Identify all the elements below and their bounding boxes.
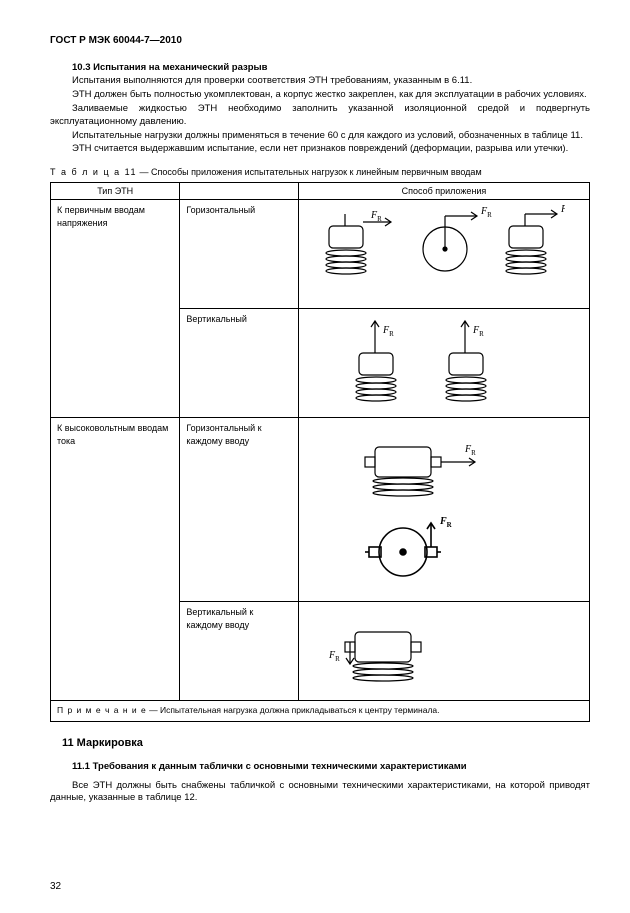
paragraph: Все ЭТН должны быть снабжены табличкой с… [50,780,590,806]
paragraph: Заливаемые жидкостью ЭТН необходимо запо… [50,103,590,129]
diagram-vertical-current: FR [305,606,465,691]
th-type: Тип ЭТН [51,183,180,200]
table-note: П р и м е ч а н и е — Испытательная нагр… [51,701,590,721]
cell-method: Горизонтальный [180,200,299,309]
caption-spaced: Т а б л и ц а 11 [50,167,137,177]
paragraph: Испытательные нагрузки должны применятьс… [50,130,590,143]
svg-text:FR: FR [439,516,453,529]
table-11-caption: Т а б л и ц а 11 — Способы приложения ис… [50,166,590,178]
page-number: 32 [50,880,61,894]
cell-type: К первичным вводам напряжения [51,200,180,418]
cell-method: Вертикальный к каждому вводу [180,602,299,701]
svg-text:FR: FR [370,210,382,223]
caption-rest: — Способы приложения испытательных нагру… [137,167,482,177]
cell-method: Горизонтальный к каждому вводу [180,418,299,602]
cell-diagram: FR [298,602,589,701]
diagram-horizontal-voltage: FR FR [305,204,565,294]
th-method-sub [180,183,299,200]
paragraph: ЭТН считается выдержавшим испытание, есл… [50,143,590,156]
paragraph: Испытания выполняются для проверки соотв… [50,75,590,88]
th-method: Способ приложения [298,183,589,200]
heading-11: 11 Маркировка [50,736,590,751]
note-rest: — Испытательная нагрузка должна приклады… [147,705,440,715]
page-container: ГОСТ Р МЭК 60044-7—2010 10.3 Испытания н… [0,0,630,913]
svg-text:FR: FR [480,206,492,219]
svg-text:FR: FR [328,650,340,663]
svg-text:FR: FR [382,325,394,338]
table-header-row: Тип ЭТН Способ приложения [51,183,590,200]
table-row: К первичным вводам напряжения Горизонтал… [51,200,590,309]
table-11: Тип ЭТН Способ приложения К первичным вв… [50,182,590,722]
table-note-row: П р и м е ч а н и е — Испытательная нагр… [51,701,590,721]
svg-text:FR: FR [560,204,565,217]
note-spaced: П р и м е ч а н и е [57,705,147,715]
diagram-horizontal-current: FR FR [305,422,505,592]
section-10-3-title: 10.3 Испытания на механический разрыв [50,62,590,75]
svg-text:FR: FR [464,444,476,457]
diagram-vertical-voltage: FR FR [305,313,525,408]
doc-header: ГОСТ Р МЭК 60044-7—2010 [50,34,590,48]
cell-diagram: FR FR [298,418,589,602]
cell-method: Вертикальный [180,309,299,418]
cell-diagram: FR FR [298,200,589,309]
table-row: К высоковольтным вводам тока Горизонталь… [51,418,590,602]
section-11-1-title: 11.1 Требования к данным таблички с осно… [50,761,590,774]
cell-type: К высоковольтным вводам тока [51,418,180,701]
svg-text:FR: FR [472,325,484,338]
cell-diagram: FR FR [298,309,589,418]
paragraph: ЭТН должен быть полностью укомплектован,… [50,89,590,102]
